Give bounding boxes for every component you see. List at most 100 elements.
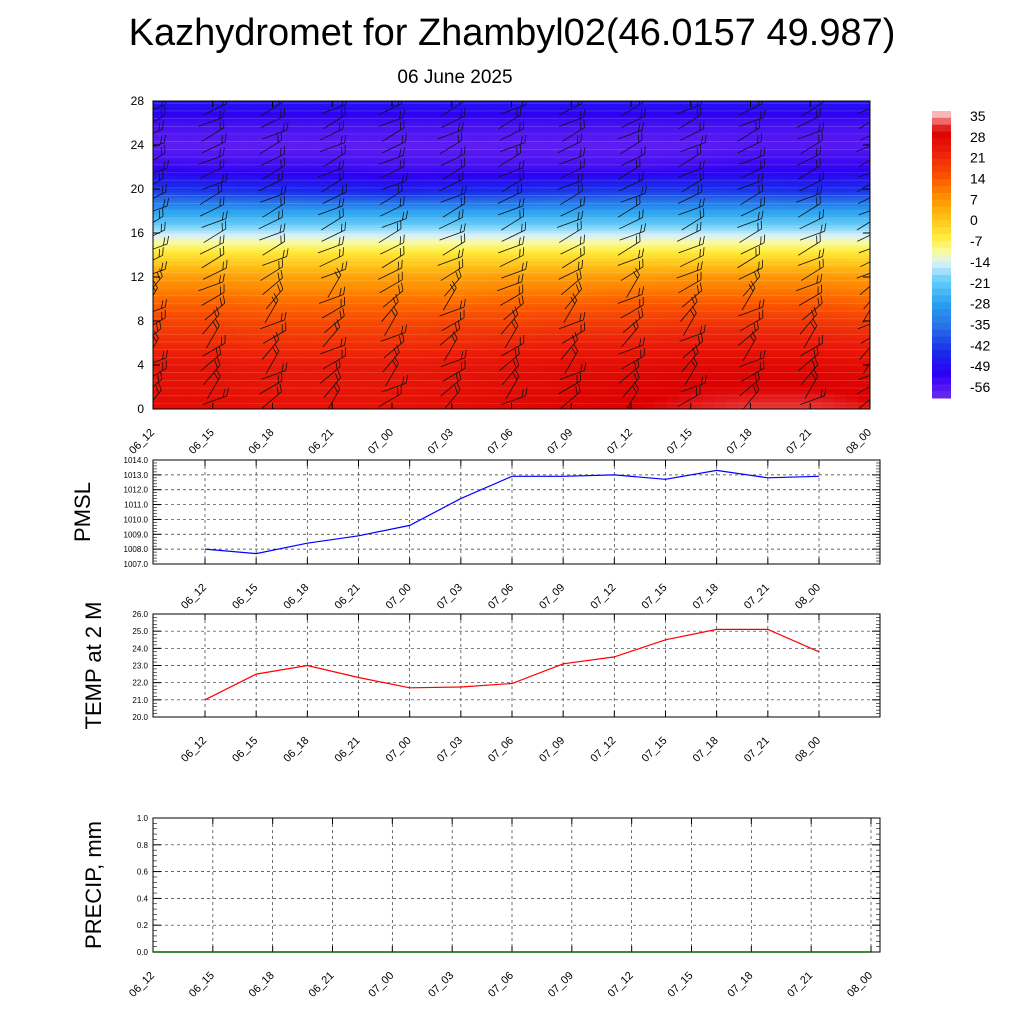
- heatmap-cell: [511, 384, 525, 388]
- heatmap-cell: [153, 169, 166, 174]
- heatmap-cell: [368, 362, 381, 366]
- heatmap-cell: [164, 112, 178, 116]
- heatmap-cell: [415, 255, 429, 259]
- heatmap-cell: [224, 299, 238, 303]
- heatmap-cell: [547, 153, 560, 157]
- heatmap-cell: [260, 178, 274, 182]
- heatmap-cell: [356, 112, 369, 116]
- heatmap-cell: [415, 200, 429, 204]
- heatmap-cell: [475, 348, 489, 352]
- heatmap-cell: [403, 219, 417, 223]
- heatmap-cell: [607, 310, 620, 314]
- heatmap-cell: [224, 337, 238, 341]
- heatmap-cell: [415, 134, 429, 138]
- heatmap-cell: [176, 296, 190, 300]
- heatmap-cell: [320, 288, 333, 292]
- heatmap-cell: [248, 175, 262, 179]
- heatmap-cell: [595, 109, 608, 113]
- heatmap-cell: [284, 312, 297, 317]
- heatmap-cell: [260, 142, 274, 146]
- heatmap-cell: [368, 246, 381, 251]
- heatmap-cell: [463, 398, 477, 402]
- heatmap-cell: [403, 367, 417, 372]
- heatmap-cell: [176, 266, 190, 270]
- heatmap-cell: [535, 178, 548, 182]
- heatmap-cell: [403, 387, 417, 391]
- heatmap-cell: [296, 164, 309, 168]
- heatmap-cell: [308, 288, 321, 292]
- heatmap-cell: [368, 312, 381, 317]
- heatmap-cell: [188, 395, 202, 399]
- heatmap-cell: [583, 310, 596, 314]
- heatmap-cell: [248, 230, 262, 234]
- heatmap-cell: [427, 257, 441, 262]
- heatmap-cell: [523, 277, 536, 281]
- heatmap-cell: [260, 241, 274, 245]
- heatmap-cell: [678, 312, 692, 317]
- heatmap-cell: [583, 403, 596, 407]
- heatmap-cell: [320, 268, 333, 273]
- heatmap-cell: [320, 208, 333, 212]
- heatmap-cell: [475, 153, 489, 157]
- heatmap-cell: [164, 337, 178, 341]
- heatmap-cell: [356, 356, 369, 361]
- heatmap-cell: [260, 255, 274, 259]
- heatmap-cell: [511, 290, 525, 295]
- heatmap-cell: [368, 244, 381, 248]
- heatmap-cell: [559, 266, 572, 270]
- heatmap-cell: [176, 321, 190, 325]
- heatmap-cell: [200, 373, 214, 377]
- heatmap-cell: [607, 334, 620, 339]
- heatmap-cell: [583, 224, 596, 229]
- heatmap-cell: [535, 219, 548, 223]
- heatmap-cell: [248, 381, 262, 385]
- heatmap-cell: [403, 227, 417, 231]
- heatmap-cell: [380, 321, 393, 325]
- heatmap-cell: [403, 241, 417, 245]
- heatmap-cell: [583, 359, 596, 363]
- heatmap-cell: [380, 123, 393, 127]
- heatmap-cell: [272, 142, 286, 146]
- heatmap-cell: [642, 255, 656, 259]
- heatmap-cell: [212, 175, 226, 179]
- heatmap-cell: [463, 131, 477, 135]
- heatmap-cell: [188, 120, 202, 124]
- heatmap-cell: [236, 134, 250, 138]
- heatmap-cell: [332, 274, 345, 278]
- heatmap-cell: [153, 224, 166, 229]
- heatmap-cell: [356, 318, 369, 322]
- heatmap-cell: [559, 263, 572, 267]
- heatmap-cell: [380, 125, 393, 130]
- heatmap-cell: [451, 120, 465, 124]
- heatmap-cell: [595, 277, 608, 281]
- heatmap-cell: [607, 175, 620, 179]
- heatmap-cell: [559, 257, 572, 262]
- heatmap-cell: [368, 373, 381, 377]
- heatmap-cell: [559, 222, 572, 226]
- heatmap-cell: [547, 378, 560, 383]
- heatmap-cell: [284, 266, 297, 270]
- heatmap-cell: [344, 323, 357, 328]
- heatmap-cell: [415, 222, 429, 226]
- heatmap-cell: [260, 340, 274, 344]
- heatmap-cell: [499, 101, 513, 105]
- heatmap-cell: [427, 246, 441, 251]
- heatmap-cell: [224, 106, 238, 110]
- heatmap-cell: [164, 285, 178, 289]
- heatmap-cell: [487, 117, 501, 121]
- heatmap-cell: [392, 241, 405, 245]
- heatmap-cell: [368, 263, 381, 267]
- heatmap-cell: [654, 213, 668, 218]
- heatmap-cell: [654, 238, 668, 242]
- heatmap-cell: [272, 158, 286, 163]
- heatmap-cell: [296, 189, 309, 193]
- heatmap-cell: [439, 398, 453, 402]
- heatmap-cell: [200, 310, 214, 314]
- heatmap-cell: [439, 395, 453, 399]
- heatmap-cell: [320, 304, 333, 308]
- heatmap-cell: [188, 340, 202, 344]
- heatmap-cell: [631, 213, 644, 218]
- heatmap-cell: [153, 400, 166, 405]
- heatmap-cell: [559, 381, 572, 385]
- heatmap-cell: [296, 285, 309, 289]
